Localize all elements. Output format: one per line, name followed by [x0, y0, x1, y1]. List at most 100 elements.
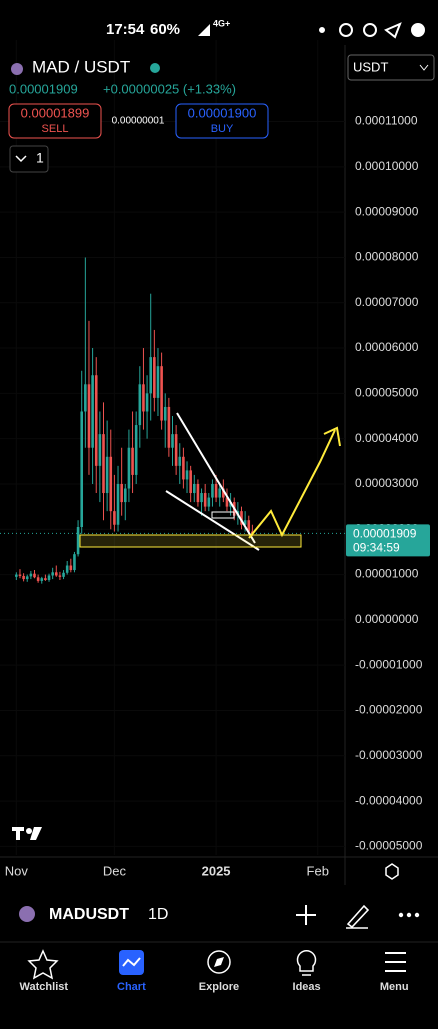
candle-body	[200, 493, 203, 503]
candle-body	[247, 520, 251, 532]
battery: 60%	[150, 21, 180, 38]
candle-body	[69, 565, 73, 571]
candle-body	[22, 575, 25, 580]
y-tick-label: -0.00005000	[355, 839, 423, 853]
candle-body	[240, 511, 243, 525]
candle-body	[73, 554, 76, 571]
y-tick-label: 0.00009000	[355, 204, 419, 218]
candle-body	[98, 434, 102, 466]
candle-body	[156, 366, 160, 398]
draw-button[interactable]	[346, 904, 370, 929]
candle-body	[153, 357, 156, 398]
candle-body	[189, 470, 192, 494]
buy-button[interactable]	[175, 103, 269, 139]
y-tick-label: 0.00004000	[355, 431, 419, 445]
symbol: MAD / USDT	[32, 57, 130, 76]
y-tick-label: 0.00007000	[355, 295, 419, 309]
candle-body	[113, 511, 116, 525]
nav-item[interactable]: Menu	[379, 981, 409, 993]
candle-body	[105, 456, 109, 494]
ideas-icon[interactable]	[296, 950, 317, 976]
candle-body	[243, 520, 247, 525]
candle-body	[196, 483, 200, 503]
buy-label: BUY	[211, 123, 234, 135]
candle-body	[222, 488, 225, 498]
y-tick-label: -0.00002000	[355, 703, 423, 717]
last-price-label: 0.00001909	[353, 527, 417, 541]
explore-icon[interactable]	[207, 950, 231, 974]
candle-body	[229, 502, 232, 507]
candle-body	[207, 497, 211, 507]
coin-icon	[19, 906, 35, 922]
candle-body	[51, 572, 54, 576]
y-tick-label: 0.00005000	[355, 386, 419, 400]
network: 4G+	[213, 18, 230, 28]
x-tick-label: 2025	[202, 863, 231, 878]
more-button[interactable]	[398, 912, 420, 918]
buy-price: 0.00001900	[188, 105, 257, 120]
toolbar-symbol[interactable]: MADUSDT	[49, 906, 129, 923]
spread: 0.00000001	[112, 116, 165, 127]
sell-price: 0.00001899	[21, 105, 90, 120]
y-tick-label: 0.00011000	[355, 114, 418, 128]
candle-body	[171, 434, 174, 448]
watchlist-icon[interactable]	[27, 949, 59, 980]
currency-select[interactable]	[347, 54, 435, 81]
clock: 17:54	[106, 21, 145, 38]
candle-body	[192, 483, 196, 494]
candle-body	[120, 483, 123, 503]
interval[interactable]: 1D	[148, 906, 168, 923]
candle-body	[15, 574, 18, 577]
candle-body	[94, 375, 98, 466]
y-tick-label: 0.00008000	[355, 250, 419, 264]
candle-body	[33, 573, 36, 578]
candle-body	[54, 572, 58, 576]
drawings	[79, 412, 341, 551]
candle-body	[91, 375, 94, 448]
x-tick-label: Feb	[307, 863, 329, 878]
candle-body	[163, 406, 167, 421]
candle-body	[76, 527, 80, 555]
sell-label: SELL	[42, 123, 69, 135]
y-tick-label: -0.00003000	[355, 748, 423, 762]
candle-body	[145, 393, 149, 412]
nav-item[interactable]: Explore	[198, 981, 240, 993]
settings-icon[interactable]	[385, 863, 399, 880]
market-status	[150, 63, 160, 73]
nav-item[interactable]: Ideas	[292, 981, 321, 993]
add-button[interactable]	[296, 905, 316, 925]
candle-body	[225, 497, 229, 507]
candle-body	[80, 411, 84, 528]
candle-body	[102, 434, 105, 494]
x-tick-label: Dec	[103, 863, 127, 878]
candle-body	[160, 366, 163, 421]
menu-icon[interactable]	[385, 952, 406, 972]
candle-body	[214, 483, 218, 498]
nav-item[interactable]: Chart	[117, 981, 146, 993]
candle-body	[218, 488, 222, 498]
candle-body	[131, 447, 134, 475]
indicator-count: 1	[36, 150, 44, 166]
x-tick-label: Nov	[5, 863, 29, 878]
sell-button[interactable]	[8, 103, 102, 139]
candle-body	[87, 384, 91, 448]
explore-needle	[214, 957, 224, 967]
indicators-toggle[interactable]	[9, 145, 49, 173]
candle-body	[36, 577, 40, 581]
candle-body	[47, 575, 51, 581]
candle-body	[203, 493, 207, 507]
candle-body	[84, 384, 87, 412]
change: +0.00000025 (+1.33%)	[103, 81, 236, 96]
nav-item[interactable]: Watchlist	[19, 981, 69, 993]
currency: USDT	[353, 59, 388, 74]
candle-body	[18, 574, 22, 576]
candle-body	[134, 425, 138, 475]
candle-body	[109, 456, 113, 512]
candle-body	[138, 384, 142, 426]
y-tick-label: 0.00001000	[355, 567, 419, 581]
candle-body	[127, 447, 131, 489]
candle-body	[29, 573, 33, 577]
candle-body	[25, 576, 29, 580]
